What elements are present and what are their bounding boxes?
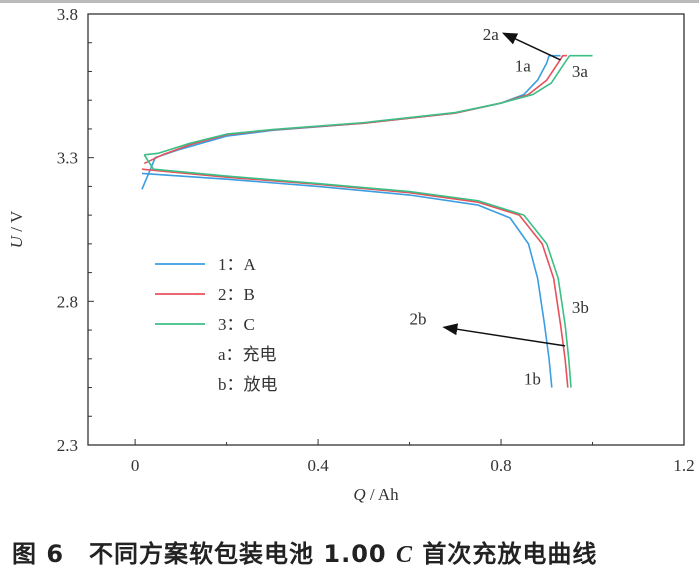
series-3-discharge-line	[143, 154, 572, 388]
x-tick-label: 0.8	[490, 456, 511, 475]
annotation-arrow	[501, 32, 561, 61]
series-2-charge-line	[143, 54, 567, 165]
annotation-label: 2b	[410, 309, 427, 328]
caption-italic: C	[395, 542, 413, 568]
x-tick-label: 0	[131, 456, 140, 475]
caption-suffix: 首次充放电曲线	[413, 540, 598, 568]
annotation-arrow	[442, 323, 566, 347]
annotation-label: 3b	[572, 298, 589, 317]
series-1-charge-line	[141, 54, 561, 190]
y-tick-label: 2.8	[57, 292, 78, 311]
caption-text: 图 6 不同方案软包装电池 1.00	[12, 540, 396, 568]
series-1-discharge-line	[141, 172, 553, 388]
legend-label: b：放电	[218, 375, 278, 394]
annotation-label: 1a	[515, 56, 532, 75]
y-axis-label: U / V	[7, 210, 26, 248]
y-tick-label: 2.3	[57, 436, 78, 455]
legend-label: a：充电	[218, 345, 277, 364]
legend-label: 1：A	[218, 255, 256, 274]
x-tick-label: 0.4	[307, 456, 329, 475]
figure-caption: 图 6 不同方案软包装电池 1.00 C 首次充放电曲线	[12, 534, 597, 569]
legend-label: 2：B	[218, 285, 255, 304]
y-tick-label: 3.8	[57, 5, 78, 24]
cropped-header-strip	[0, 0, 699, 3]
charge-discharge-chart: 0 0.4 0.8 1.2 2.3 2.8 3.3 3.8 Q / Ah U / V 2a 1a 3a 2…	[7, 5, 695, 504]
annotation-label: 1b	[524, 370, 541, 389]
y-tick-label: 3.3	[57, 149, 78, 168]
series-3-charge-line	[144, 54, 593, 156]
annotation-label: 3a	[572, 62, 589, 81]
plot-frame	[87, 13, 685, 446]
x-axis-label: Q / Ah	[353, 485, 399, 504]
series-2-discharge-line	[141, 168, 569, 388]
annotation-label: 2a	[483, 25, 500, 44]
x-tick-label: 1.2	[673, 456, 694, 475]
legend-label: 3：C	[218, 315, 255, 334]
